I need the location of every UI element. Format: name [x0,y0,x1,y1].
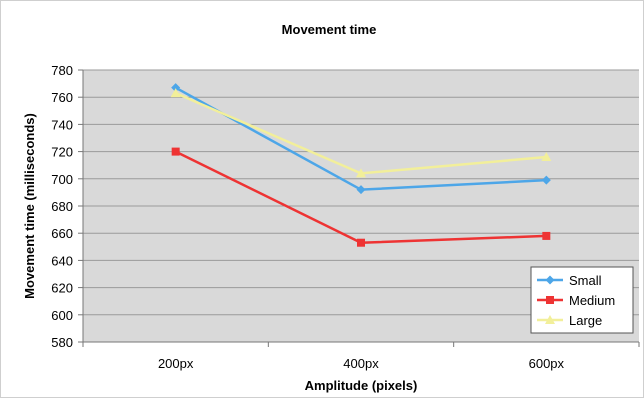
legend-label: Large [569,313,602,328]
data-point-large [541,152,552,162]
data-point-large [356,168,366,178]
y-tick-label: 580 [51,335,73,350]
y-tick-label: 620 [51,281,73,296]
legend-label: Small [569,273,602,288]
y-tick-label: 700 [51,172,73,187]
y-axis-title: Movement time (milliseconds) [22,113,37,299]
legend-marker-medium [546,296,554,304]
y-tick-label: 600 [51,308,73,323]
data-point-medium [542,231,551,240]
y-tick-label: 760 [51,90,73,105]
legend-marker-small [545,275,555,285]
y-tick-label: 640 [51,253,73,268]
series-small [171,83,551,195]
x-tick-label: 200px [158,356,194,371]
y-tick-label: 740 [51,117,73,132]
legend-label: Medium [569,293,615,308]
data-point-large [170,88,181,98]
data-point-small [356,185,366,195]
legend-item-large: Large [537,313,602,328]
data-point-small [171,83,181,93]
y-tick-label: 660 [51,226,73,241]
series-large [170,88,552,178]
chart-title: Movement time [282,22,377,37]
legend-item-small: Small [537,273,602,288]
data-point-medium [357,238,365,247]
legend-marker-large [545,315,555,324]
x-axis-title: Amplitude (pixels) [305,378,418,393]
legend: Small Medium Large [530,266,634,334]
data-point-medium [171,147,180,156]
y-tick-label: 680 [51,199,73,214]
axes: 580 600 620 640 660 680 700 720 740 760 780 200px 40… [51,63,640,371]
x-tick-label: 600px [529,356,565,371]
gridlines [83,69,639,316]
x-tick-label: 400px [343,356,379,371]
series-lines [170,83,552,247]
series-medium [171,147,551,247]
data-point-small [541,175,551,185]
legend-item-medium: Medium [537,293,615,308]
y-tick-label: 720 [51,145,73,160]
y-tick-label: 780 [51,63,73,78]
